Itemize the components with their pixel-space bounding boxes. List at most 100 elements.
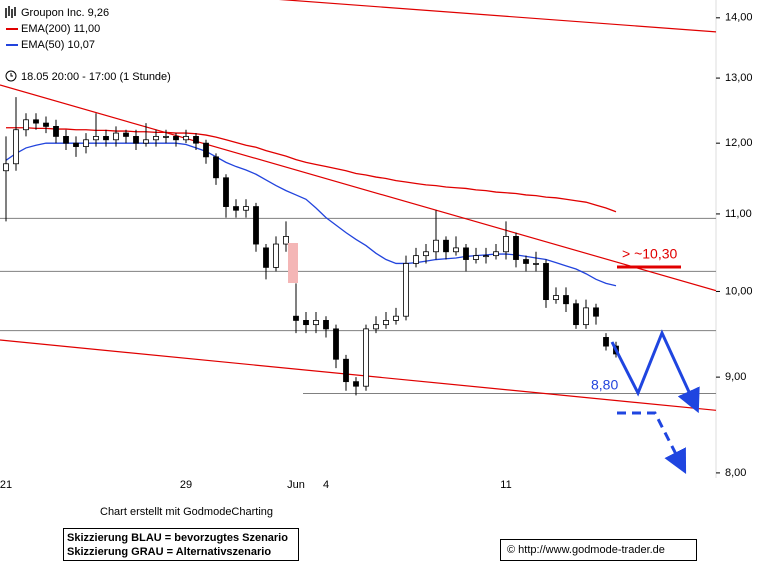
candle-body (473, 255, 479, 260)
legend-label: EMA(200) 11,00 (21, 23, 100, 35)
candle-body (413, 255, 419, 264)
candle-body (343, 358, 349, 383)
chart-title: Groupon Inc. 9,26 (21, 7, 109, 19)
candle-body (113, 132, 119, 141)
y-tick-label: 10,00 (725, 285, 753, 297)
ema-line (6, 127, 617, 213)
candle-body (73, 142, 79, 147)
clock-icon (5, 70, 17, 82)
candle-body (533, 263, 539, 265)
y-tick-label: 14,00 (725, 12, 753, 24)
y-tick-label: 9,00 (725, 371, 746, 383)
candle-body (433, 239, 439, 253)
candle-body (553, 295, 559, 301)
candle-body (63, 136, 69, 144)
candle-body (573, 303, 579, 326)
candle-body (153, 136, 159, 141)
candle-body (23, 119, 29, 131)
note: Skizzierung BLAU = bevorzugtes Szenario (67, 532, 288, 544)
annotation: 8,80 (591, 377, 618, 393)
scenario-arrow-dashed (617, 411, 687, 475)
candle-body (173, 136, 179, 141)
period: 18.05 20:00 - 17:00 (1 Stunde) (21, 71, 171, 83)
candle-body (243, 206, 249, 211)
candle-body (203, 142, 209, 158)
candle-body (583, 307, 589, 326)
candle-body (363, 328, 369, 387)
candle-body (263, 247, 269, 268)
candle-body (503, 236, 509, 253)
y-tick-label: 12,00 (725, 137, 753, 149)
candle-body (223, 177, 229, 207)
scenario-arrow (610, 329, 700, 414)
candle-body (233, 206, 239, 211)
candle-body (603, 337, 609, 347)
candle-body (43, 122, 49, 127)
candle-body (513, 236, 519, 260)
candle-body (393, 315, 399, 321)
candle-body (353, 381, 359, 387)
candle-body (443, 239, 449, 253)
candle-body (103, 136, 109, 141)
notes-box (63, 528, 299, 561)
candle-body (493, 251, 499, 257)
candle-body (13, 129, 19, 165)
annotation: > ~10,30 (622, 246, 677, 262)
candle-body (283, 236, 289, 245)
candle-body (543, 263, 549, 301)
trend-line (0, 339, 716, 411)
candle-body (123, 132, 129, 137)
legend-icon (5, 6, 16, 18)
legend-label: EMA(50) 10,07 (21, 39, 95, 51)
candle-body (523, 259, 529, 264)
candle-body (133, 136, 139, 144)
note: Skizzierung GRAU = Alternativszenario (67, 546, 271, 558)
candle-body (53, 126, 59, 137)
candle-body (3, 163, 9, 172)
candle-body (423, 251, 429, 257)
candle-body (453, 247, 459, 253)
x-tick-label: Jun (287, 479, 305, 491)
candle-body (193, 136, 199, 144)
candle-body (83, 139, 89, 147)
candle-body (93, 136, 99, 141)
y-tick-label: 13,00 (725, 72, 753, 84)
trend-line (278, 0, 716, 33)
candle-body (253, 206, 259, 245)
candle-body (303, 320, 309, 326)
candle-body (143, 139, 149, 144)
trend-line (0, 84, 716, 292)
candle-body (403, 263, 409, 317)
x-tick-label: 11 (500, 479, 511, 491)
plot-area (0, 0, 716, 411)
y-tick-label: 11,00 (725, 208, 752, 220)
x-tick-label: 29 (180, 479, 192, 491)
candle-body (313, 320, 319, 326)
candle-body (213, 156, 219, 179)
source: © http://www.godmode-trader.de (507, 544, 665, 556)
candle-body (483, 255, 489, 258)
legend: Groupon Inc. 9,26 EMA(200) 11,00 EMA(50)… (5, 6, 171, 83)
candle-body (163, 136, 169, 138)
candle-body (183, 136, 189, 141)
candle-body (323, 320, 329, 330)
clock-hands (10, 73, 13, 77)
y-tick-label: 8,00 (725, 467, 746, 479)
candle-body (383, 320, 389, 326)
x-tick-label: 21 (0, 479, 12, 491)
candle-body (373, 324, 379, 330)
candle-body (33, 119, 39, 124)
candle-body (593, 307, 599, 317)
x-tick-label: 4 (323, 479, 329, 491)
credit: Chart erstellt mit GodmodeCharting (100, 506, 273, 518)
gap-highlight (288, 243, 298, 283)
candle-body (293, 315, 299, 321)
source-box (500, 539, 697, 561)
candle-body (563, 295, 569, 305)
candle-body (463, 247, 469, 260)
candle-body (273, 243, 279, 268)
candle-body (333, 328, 339, 360)
